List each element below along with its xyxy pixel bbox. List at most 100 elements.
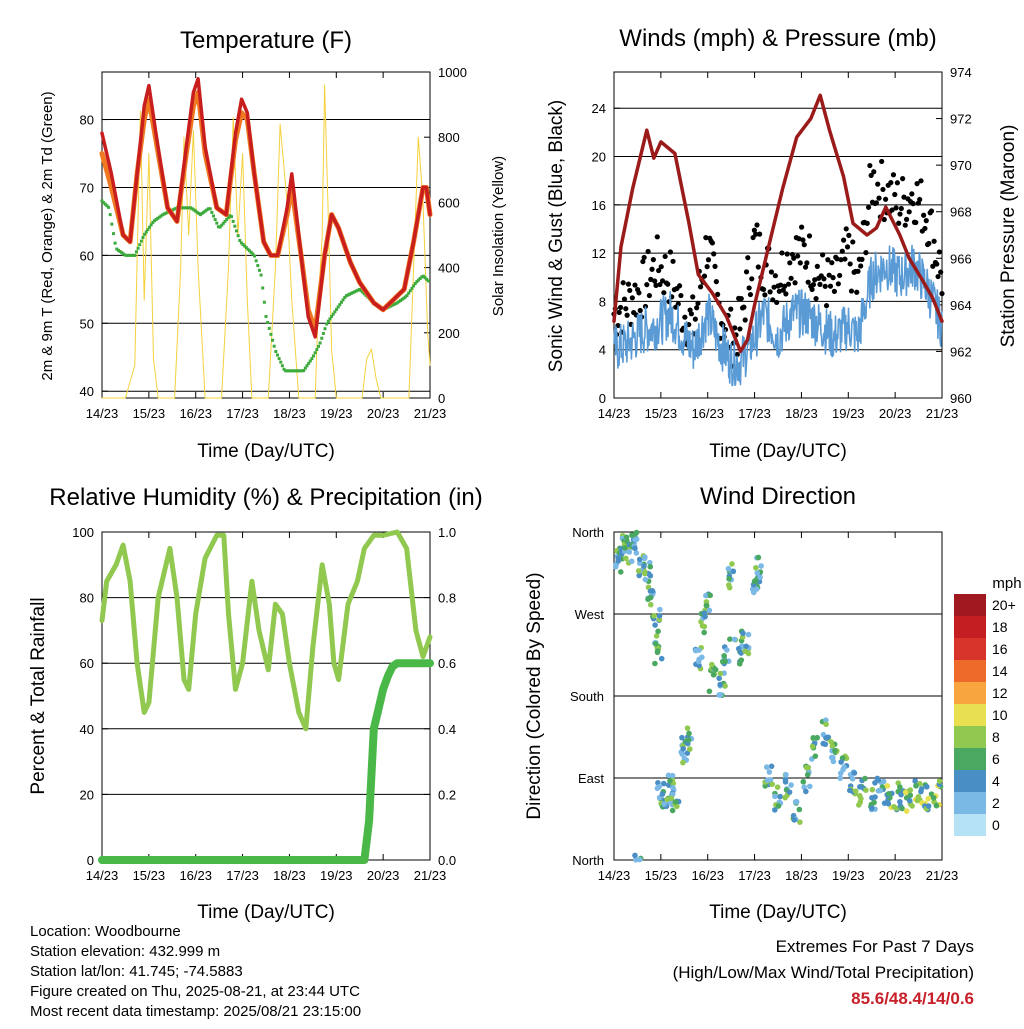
direction-point [667,778,673,784]
dewpoint-mark [103,202,107,206]
direction-point [647,601,654,608]
dewpoint-mark [294,369,298,373]
gust-point [623,306,629,312]
direction-point [726,576,732,582]
gust-point [662,253,668,260]
direction-point [768,763,775,770]
direction-point [898,791,904,798]
gust-point [797,260,803,266]
temperature-ytick-right-label: 400 [438,261,460,276]
dewpoint-mark [184,206,188,210]
direction-point [936,778,943,784]
gust-point [738,295,744,302]
temperature-ytick-right-label: 200 [438,326,460,341]
dewpoint-mark [410,286,414,290]
gust-point [864,220,870,226]
temperature-xlabel: Time (Day/UTC) [197,441,335,462]
gust-point [715,291,721,297]
direction-point [719,658,726,665]
direction-point [647,594,654,601]
dewpoint-mark [308,359,312,363]
dewpoint-mark [275,353,279,357]
direction-ytick-label: West [575,607,605,622]
dewpoint-mark [356,288,360,292]
direction-point [856,792,863,799]
direction-point [699,623,706,629]
gust-point [751,227,757,233]
temperature-ytick-label: 80 [80,113,94,128]
gust-point [705,257,712,263]
wind-speed-line [613,244,943,387]
direction-point [788,782,794,788]
gust-point [649,266,655,272]
direction-point [764,764,770,770]
dewpoint-mark [289,369,293,373]
gust-point [830,275,836,281]
direction-point [812,753,819,759]
dewpoint-mark [148,225,152,229]
dewpoint-mark [231,219,235,223]
gust-point [800,237,806,243]
speed-legend-label: 2 [992,795,1000,811]
direction-point [745,631,752,638]
dewpoint-mark [212,214,216,218]
direction-point [717,681,723,688]
gust-point [625,281,632,287]
dewpoint-mark [151,220,155,224]
direction-point [804,771,811,778]
station-elevation: Station elevation: 432.999 m [30,943,221,960]
gust-point [697,284,704,290]
gust-point [913,219,919,226]
direction-point [642,576,649,583]
direction-point [923,783,930,790]
gust-point [641,254,647,261]
extremes-box: Extremes For Past 7 Days (High/Low/Max W… [673,934,974,1012]
dewpoint-mark [136,246,140,250]
direction-point [703,592,709,599]
gust-point [831,288,838,294]
dewpoint-mark [316,344,320,348]
winds-ytick-label: 4 [599,343,606,358]
direction-point [743,643,749,650]
dewpoint-mark [405,293,409,297]
dewpoint-mark [321,331,325,335]
direction-point [684,725,691,731]
gust-point [768,269,775,275]
gust-point [644,282,650,288]
extremes-title: Extremes For Past 7 Days [775,937,974,956]
humidity-ytick-right-label: 0.0 [438,853,456,868]
dewpoint-mark [172,207,176,211]
dewpoint-mark [159,214,163,218]
dewpoint-mark [279,360,283,364]
gust-point [665,281,671,287]
dewpoint-mark [238,238,242,242]
gust-point [858,263,864,269]
dewpoint-mark [228,214,232,218]
direction-point [828,739,835,745]
dewpoint-mark [272,344,276,348]
gust-point [799,224,805,230]
temperature-xtick-label: 19/23 [320,406,353,421]
direction-point [726,582,732,588]
direction-point [652,622,658,628]
dewpoint-mark [357,287,361,291]
winds-ytick-right-label: 974 [950,65,972,80]
gust-point [661,290,667,296]
direction-point [851,770,858,776]
direction-point [903,808,910,814]
gust-point [760,286,767,293]
direction-point [615,555,622,562]
gust-point [897,211,903,217]
gust-point [804,260,810,266]
speed-legend-label: 20+ [992,597,1016,613]
direction-point [626,549,633,555]
temperature-ylabel-right: Solar Insolation (Yellow) [490,156,507,316]
gust-point [917,196,923,203]
gust-point [762,292,768,298]
direction-xtick-label: 17/23 [738,868,771,883]
dewpoint-mark [166,210,170,214]
direction-point [933,802,940,809]
speed-legend-swatch [954,770,986,792]
dewpoint-mark [353,290,357,294]
gust-point [805,279,811,285]
